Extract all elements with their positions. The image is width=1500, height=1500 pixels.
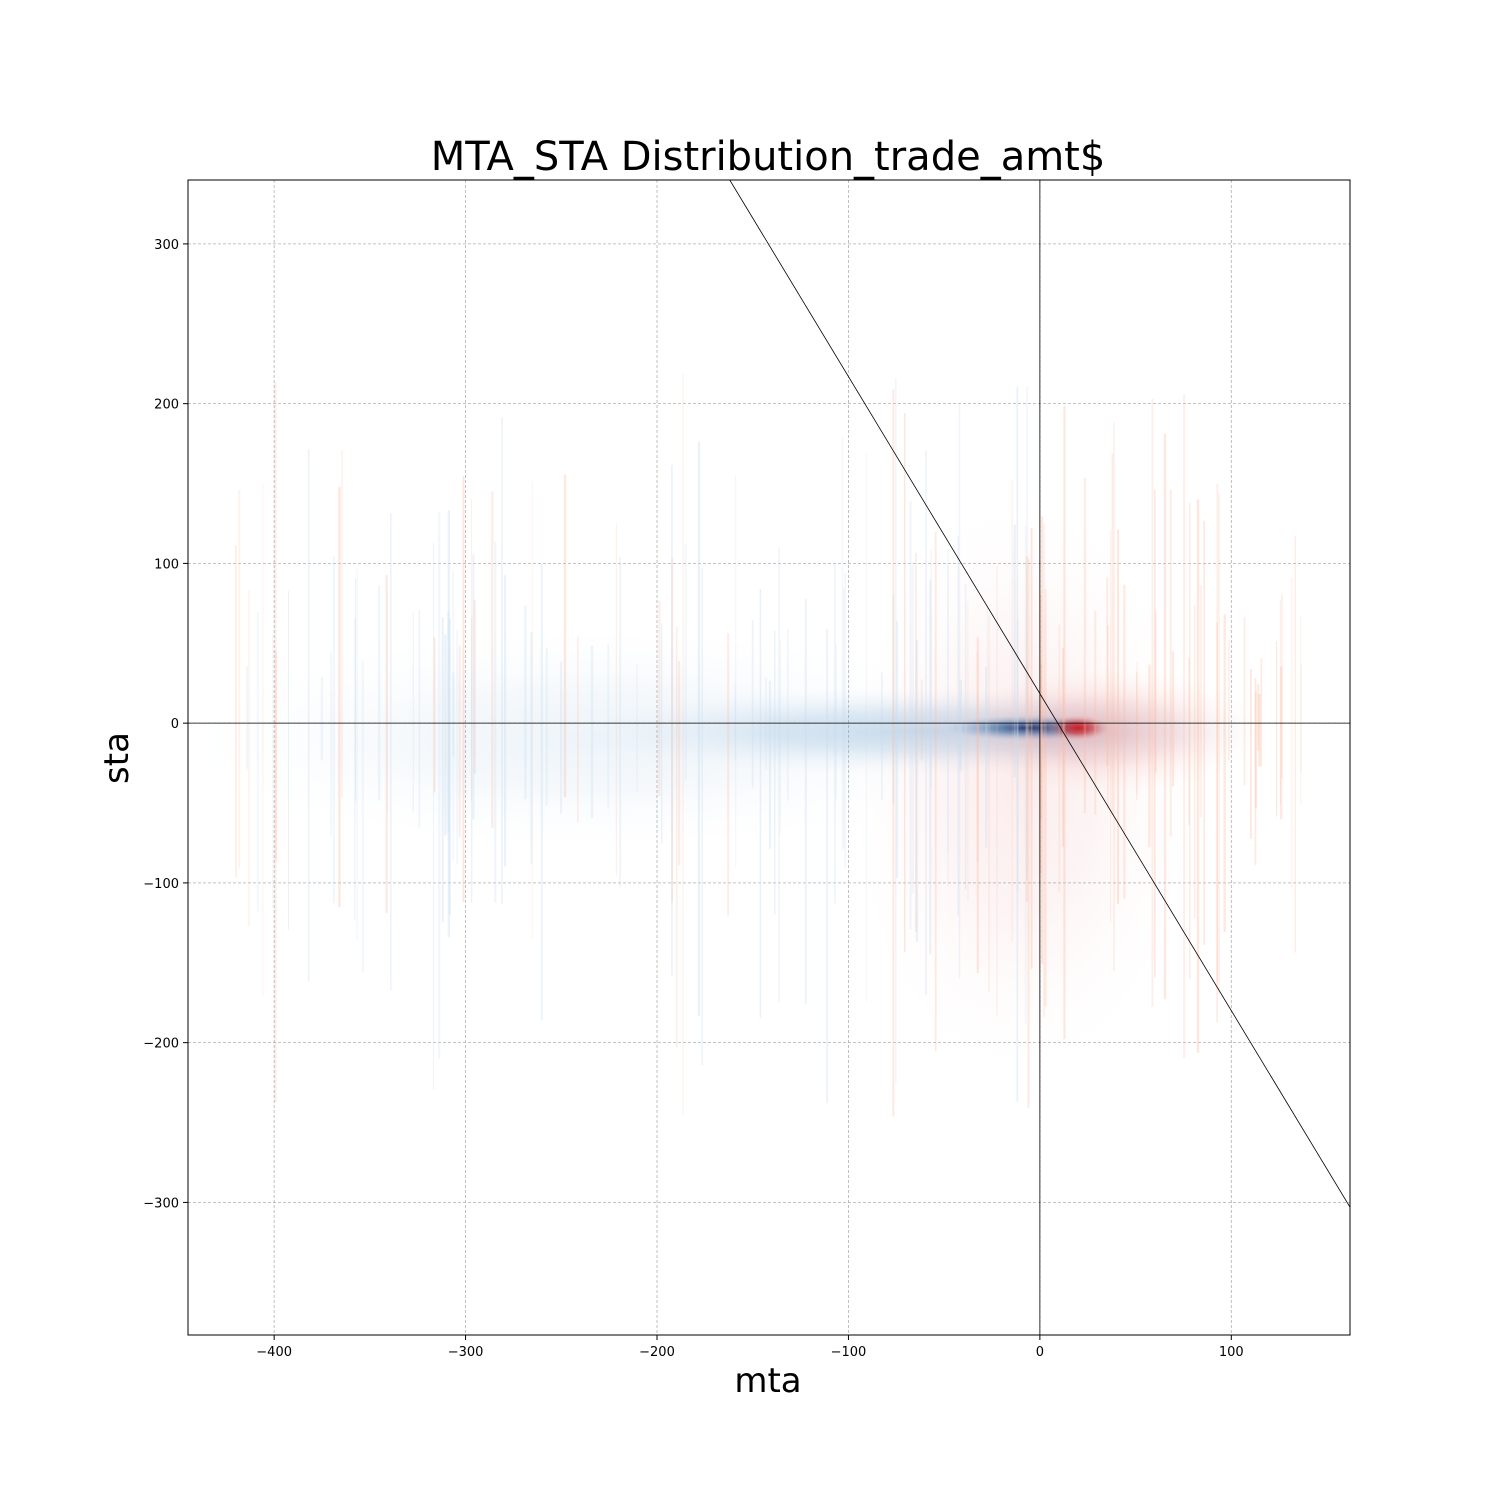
x-tick-label: −300 [448, 1345, 484, 1360]
y-tick-label: −200 [143, 1037, 179, 1052]
y-tick-label: 300 [154, 238, 179, 253]
y-tick-label: 0 [171, 717, 179, 732]
tick-layer: −400 −300 −200 −100 0 100 −300 −200 −100 0 100 200 3… [143, 238, 1243, 1360]
plot-frame [187, 179, 1351, 1336]
x-axis-label: mta [734, 1361, 801, 1401]
x-tick-label: −400 [256, 1345, 292, 1360]
x-tick-label: −200 [639, 1345, 675, 1360]
y-axis-label: sta [97, 732, 137, 784]
density-layer [188, 374, 1302, 1117]
y-tick-label: 100 [154, 557, 179, 572]
chart-title: MTA_STA Distribution_trade_amt$ [431, 134, 1106, 180]
density-cluster-far-negative [188, 627, 1021, 851]
y-tick-label: −100 [143, 877, 179, 892]
y-tick-label: −300 [143, 1196, 179, 1211]
x-tick-label: 100 [1219, 1345, 1244, 1360]
y-tick-label: 200 [154, 398, 179, 413]
density-cluster-vertical-positive [848, 499, 1194, 1075]
diagonal-line [729, 180, 1350, 1208]
x-tick-label: −100 [831, 1345, 867, 1360]
reference-lines [188, 180, 1350, 1335]
x-tick-label: 0 [1036, 1345, 1044, 1360]
